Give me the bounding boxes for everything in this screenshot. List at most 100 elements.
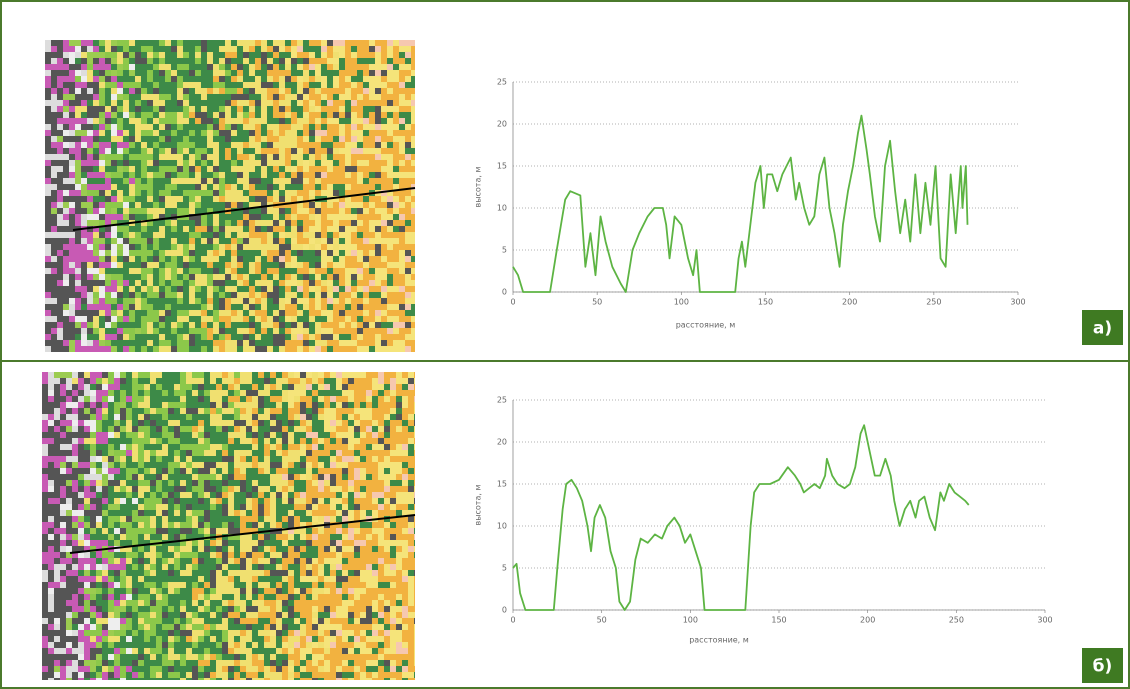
map-texture	[411, 250, 415, 256]
map-texture	[399, 220, 405, 226]
map-texture	[345, 178, 351, 184]
map-texture	[297, 346, 303, 352]
map-texture	[267, 298, 273, 304]
map-texture	[231, 172, 237, 178]
map-texture	[408, 384, 414, 390]
map-texture	[177, 40, 183, 46]
map-texture	[393, 322, 399, 328]
map-texture	[246, 504, 252, 510]
map-texture	[306, 504, 312, 510]
map-texture	[117, 184, 123, 190]
map-texture	[339, 268, 345, 274]
map-texture	[399, 190, 405, 196]
map-texture	[237, 58, 243, 64]
map-texture	[300, 516, 306, 522]
map-texture	[270, 504, 276, 510]
map-texture	[390, 390, 396, 396]
map-texture	[390, 384, 396, 390]
map-texture	[294, 432, 300, 438]
map-texture	[318, 402, 324, 408]
map-texture	[354, 534, 360, 540]
map-texture	[135, 106, 141, 112]
map-texture	[288, 378, 294, 384]
map-texture	[99, 250, 105, 256]
map-texture	[315, 130, 321, 136]
map-texture	[276, 450, 282, 456]
map-texture	[147, 160, 153, 166]
map-texture	[141, 58, 147, 64]
map-texture	[192, 486, 198, 492]
map-texture	[177, 154, 183, 160]
map-texture	[249, 160, 255, 166]
map-texture	[243, 226, 249, 232]
map-texture	[102, 384, 108, 390]
map-texture	[72, 438, 78, 444]
map-texture	[87, 328, 93, 334]
map-texture	[375, 58, 381, 64]
map-texture	[303, 334, 309, 340]
map-texture	[396, 426, 402, 432]
map-texture	[282, 468, 288, 474]
map-texture	[255, 184, 261, 190]
map-texture	[249, 70, 255, 76]
map-texture	[204, 414, 210, 420]
map-texture	[303, 220, 309, 226]
map-texture	[357, 190, 363, 196]
map-texture	[225, 76, 231, 82]
map-texture	[72, 516, 78, 522]
map-texture	[195, 112, 201, 118]
map-texture	[255, 232, 261, 238]
map-texture	[264, 420, 270, 426]
map-texture	[45, 160, 51, 166]
map-texture	[333, 172, 339, 178]
map-texture	[357, 274, 363, 280]
map-texture	[213, 88, 219, 94]
map-texture	[174, 486, 180, 492]
map-texture	[351, 280, 357, 286]
map-texture	[171, 232, 177, 238]
map-texture	[354, 396, 360, 402]
map-texture	[378, 528, 384, 534]
map-texture	[369, 346, 375, 352]
map-texture	[153, 100, 159, 106]
map-texture	[339, 340, 345, 346]
map-texture	[348, 408, 354, 414]
map-texture	[360, 510, 366, 516]
map-texture	[189, 94, 195, 100]
map-texture	[105, 154, 111, 160]
map-texture	[327, 280, 333, 286]
map-texture	[138, 480, 144, 486]
map-texture	[201, 274, 207, 280]
map-texture	[201, 82, 207, 88]
map-texture	[75, 202, 81, 208]
map-texture	[42, 372, 48, 378]
map-texture	[222, 396, 228, 402]
map-texture	[345, 244, 351, 250]
map-texture	[333, 154, 339, 160]
map-texture	[309, 94, 315, 100]
map-texture	[297, 202, 303, 208]
map-texture	[357, 256, 363, 262]
map-texture	[198, 474, 204, 480]
map-texture	[111, 334, 117, 340]
map-texture	[90, 408, 96, 414]
map-texture	[228, 384, 234, 390]
map-texture	[390, 414, 396, 420]
map-texture	[381, 100, 387, 106]
map-texture	[405, 124, 411, 130]
map-texture	[81, 142, 87, 148]
map-texture	[207, 238, 213, 244]
map-texture	[312, 498, 318, 504]
map-texture	[324, 378, 330, 384]
map-texture	[123, 226, 129, 232]
map-texture	[366, 390, 372, 396]
map-texture	[231, 94, 237, 100]
map-texture	[324, 450, 330, 456]
map-texture	[111, 226, 117, 232]
map-texture	[63, 274, 69, 280]
map-texture	[357, 262, 363, 268]
map-texture	[261, 232, 267, 238]
map-texture	[291, 136, 297, 142]
map-texture	[165, 214, 171, 220]
map-texture	[303, 58, 309, 64]
